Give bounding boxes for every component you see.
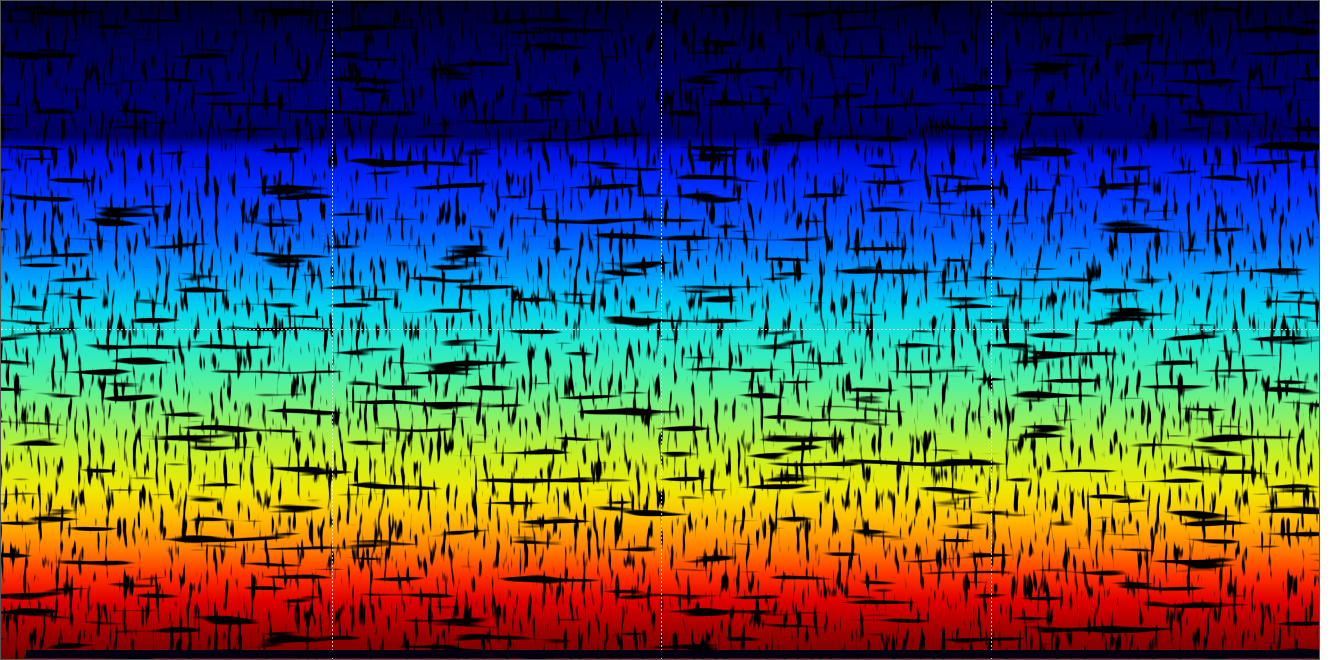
scroll-bar [26, 650, 1319, 658]
